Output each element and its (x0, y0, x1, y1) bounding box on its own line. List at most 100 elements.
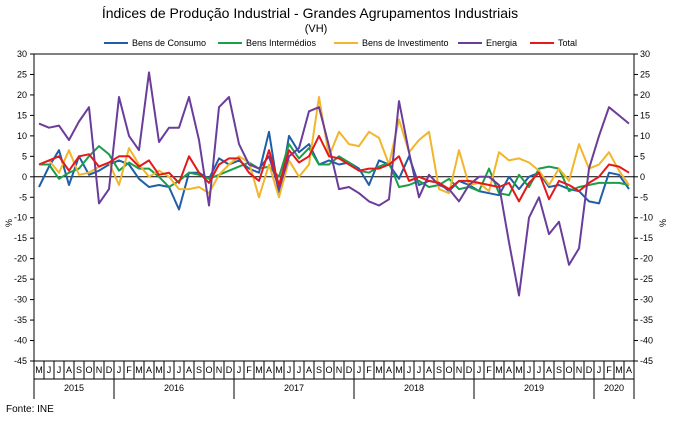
x-month-label: J (297, 365, 302, 375)
x-month-label: M (615, 365, 623, 375)
y-tick-label-left: -45 (14, 356, 27, 366)
x-month-label: M (135, 365, 143, 375)
x-month-label: M (495, 365, 503, 375)
x-month-label: J (597, 365, 602, 375)
legend-label: Bens de Consumo (132, 38, 206, 48)
x-month-label: A (186, 365, 192, 375)
series-line-bens-de-investimento (38, 96, 630, 199)
x-month-label: S (556, 365, 562, 375)
y-tick-label-right: 25 (640, 69, 650, 79)
x-month-label: A (506, 365, 512, 375)
x-month-label: J (477, 365, 482, 375)
x-month-label: F (246, 365, 252, 375)
y-tick-label-left: -15 (14, 233, 27, 243)
x-year-label: 2015 (64, 383, 84, 393)
y-tick-label-right: -45 (640, 356, 653, 366)
y-tick-label-left: -10 (14, 213, 27, 223)
x-month-label: J (237, 365, 242, 375)
x-month-label: A (66, 365, 72, 375)
x-month-label: F (366, 365, 372, 375)
y-tick-label-right: 20 (640, 90, 650, 100)
x-month-label: J (417, 365, 422, 375)
x-month-label: A (146, 365, 152, 375)
x-month-label: A (546, 365, 552, 375)
y-tick-label-left: 20 (17, 90, 27, 100)
series-line-total (38, 134, 630, 203)
x-month-label: M (255, 365, 263, 375)
x-month-label: J (57, 365, 62, 375)
x-month-label: A (626, 365, 632, 375)
x-month-label: F (606, 365, 612, 375)
y-tick-label-left: 25 (17, 69, 27, 79)
y-tick-label-left: 0 (22, 172, 27, 182)
series-layer (38, 71, 630, 297)
x-month-label: J (527, 365, 532, 375)
x-month-label: J (117, 365, 122, 375)
y-tick-label-left: -30 (14, 295, 27, 305)
plot-border (33, 53, 635, 362)
y-tick-label-left: 5 (22, 151, 27, 161)
y-tick-label-right: -30 (640, 295, 653, 305)
x-month-label: D (586, 365, 593, 375)
y-tick-label-right: -5 (640, 192, 648, 202)
y-tick-label-right: 30 (640, 49, 650, 59)
x-month-label: M (375, 365, 383, 375)
source-note: Fonte: INE (6, 404, 54, 415)
x-month-label: D (106, 365, 113, 375)
x-month-label: J (177, 365, 182, 375)
x-month-label: O (445, 365, 452, 375)
y-tick-label-left: -25 (14, 274, 27, 284)
x-month-label: M (395, 365, 403, 375)
chart-title: Índices de Produção Industrial - Grandes… (102, 5, 518, 21)
x-year-label: 2020 (604, 383, 624, 393)
x-month-label: S (76, 365, 82, 375)
y-tick-label-right: 5 (640, 151, 645, 161)
legend-label: Energia (486, 38, 517, 48)
y-tick-label-left: 10 (17, 131, 27, 141)
y-tick-label-right: 10 (640, 131, 650, 141)
x-year-label: 2018 (404, 383, 424, 393)
y-tick-label-left: -40 (14, 336, 27, 346)
y-tick-label-right: -15 (640, 233, 653, 243)
y-axis-label-left: % (4, 219, 14, 227)
y-tick-label-left: -5 (19, 192, 27, 202)
x-month-label: M (515, 365, 523, 375)
chart-subtitle: (VH) (305, 23, 328, 35)
y-tick-label-left: 15 (17, 110, 27, 120)
x-month-label: O (85, 365, 92, 375)
y-tick-label-right: -20 (640, 254, 653, 264)
y-tick-label-left: -35 (14, 315, 27, 325)
x-month-label: F (126, 365, 132, 375)
x-month-label: S (436, 365, 442, 375)
x-year-label: 2019 (524, 383, 544, 393)
y-tick-label-right: 0 (640, 172, 645, 182)
x-month-label: N (456, 365, 463, 375)
series-line-energia (38, 71, 630, 297)
x-month-label: J (47, 365, 52, 375)
x-month-label: J (407, 365, 412, 375)
x-month-label: M (155, 365, 163, 375)
x-month-label: M (275, 365, 283, 375)
x-year-label: 2017 (284, 383, 304, 393)
x-month-label: N (336, 365, 343, 375)
plot-area (33, 53, 635, 362)
x-month-label: N (576, 365, 583, 375)
legend: Bens de Consumo Bens Intermédios Bens de I… (104, 38, 577, 48)
y-axis-left: 30 25 20 15 10 5 0 -5 -10 -15 -20 -25 -30 -35 -40 -45 (14, 49, 34, 366)
legend-label: Total (558, 38, 577, 48)
y-axis-label-right: % (658, 219, 668, 227)
legend-label: Bens de Investimento (362, 38, 449, 48)
x-month-label: O (205, 365, 212, 375)
y-tick-label-right: -10 (640, 213, 653, 223)
x-month-label: N (96, 365, 103, 375)
x-year-label: 2016 (164, 383, 184, 393)
x-month-label: O (565, 365, 572, 375)
x-month-label: F (486, 365, 492, 375)
series-line-bens-intermedios (39, 143, 630, 197)
x-month-label: A (426, 365, 432, 375)
x-month-label: J (537, 365, 542, 375)
x-month-label: O (325, 365, 332, 375)
y-tick-label-right: 15 (640, 110, 650, 120)
